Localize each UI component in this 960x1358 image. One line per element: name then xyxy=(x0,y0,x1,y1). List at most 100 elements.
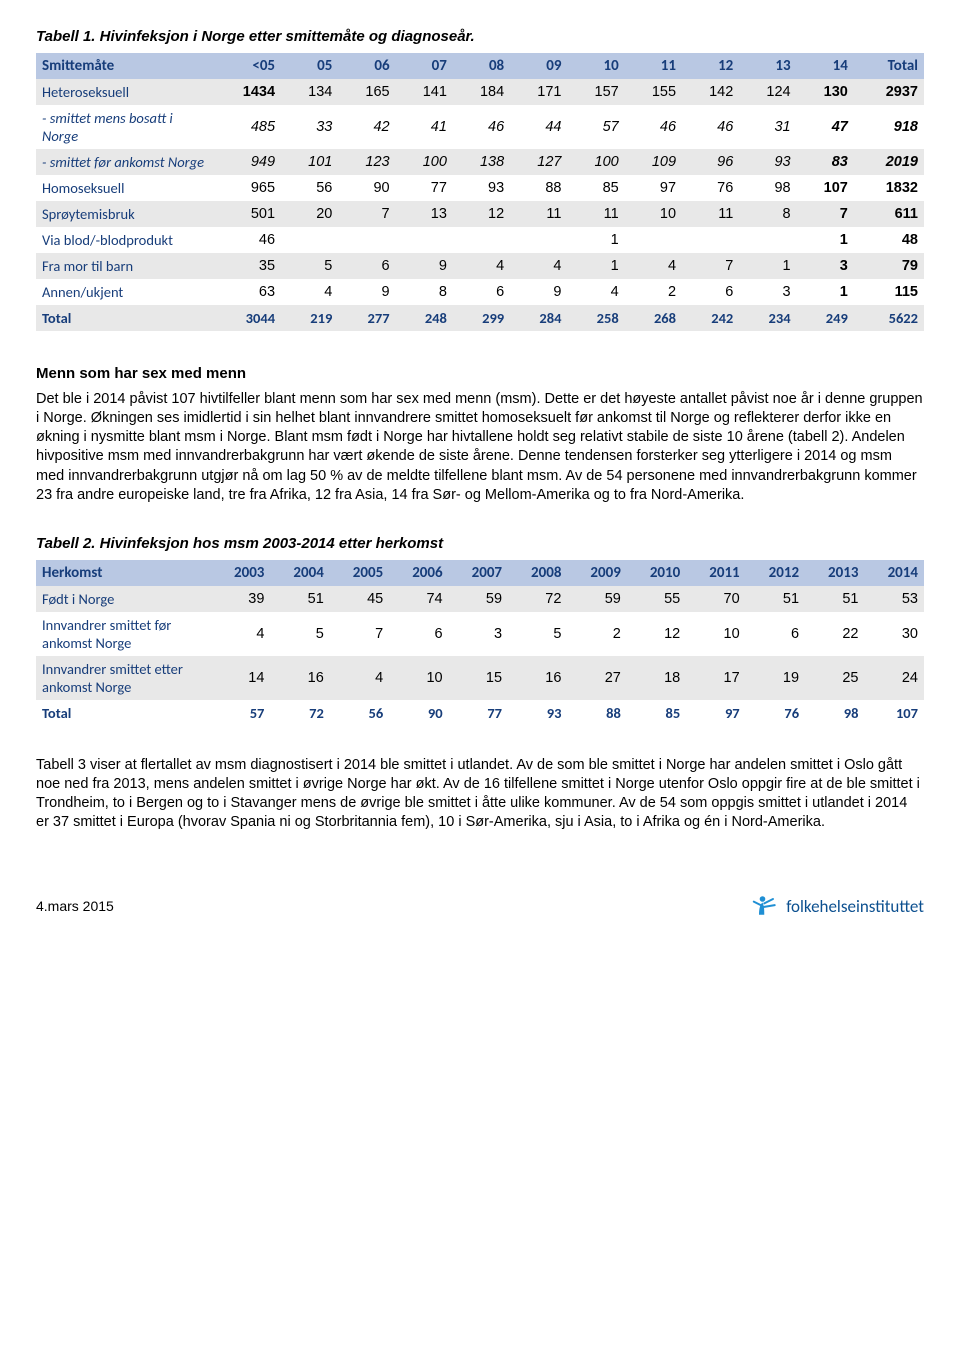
cell: 57 xyxy=(211,700,270,726)
row-label: Heteroseksuell xyxy=(36,79,211,105)
row-label: Sprøytemisbruk xyxy=(36,201,211,227)
cell: 100 xyxy=(396,149,453,175)
table-row: Innvandrer smittet etter ankomst Norge14… xyxy=(36,656,924,700)
cell: 485 xyxy=(211,105,281,149)
cell: 1 xyxy=(739,253,796,279)
cell: 157 xyxy=(567,79,624,105)
col-header: 05 xyxy=(281,53,338,79)
cell: 56 xyxy=(281,175,338,201)
cell: 242 xyxy=(682,305,739,331)
row-label: Født i Norge xyxy=(36,586,211,612)
cell: 97 xyxy=(625,175,682,201)
cell: 97 xyxy=(686,700,745,726)
cell: 63 xyxy=(211,279,281,305)
row-label: Total xyxy=(36,700,211,726)
cell: 965 xyxy=(211,175,281,201)
col-header: 2005 xyxy=(330,560,389,586)
footer-date: 4.mars 2015 xyxy=(36,898,114,914)
cell: 4 xyxy=(625,253,682,279)
cell: 24 xyxy=(864,656,924,700)
cell: 74 xyxy=(389,586,448,612)
col-header-label: Herkomst xyxy=(36,560,211,586)
cell: 83 xyxy=(797,149,854,175)
col-header: 09 xyxy=(510,53,567,79)
cell: 51 xyxy=(746,586,805,612)
cell: 258 xyxy=(567,305,624,331)
cell: 93 xyxy=(739,149,796,175)
row-label: Via blod/-blodprodukt xyxy=(36,227,211,253)
cell: 6 xyxy=(389,612,448,656)
cell: 25 xyxy=(805,656,864,700)
col-header: Total xyxy=(854,53,924,79)
cell: 9 xyxy=(510,279,567,305)
cell: 12 xyxy=(453,201,510,227)
cell: 2019 xyxy=(854,149,924,175)
table2-caption: Tabell 2. Hivinfeksjon hos msm 2003-2014… xyxy=(36,535,924,552)
cell: 11 xyxy=(510,201,567,227)
cell: 16 xyxy=(270,656,329,700)
table-row: Sprøytemisbruk50120713121111101187611 xyxy=(36,201,924,227)
table1-caption: Tabell 1. Hivinfeksjon i Norge etter smi… xyxy=(36,28,924,45)
cell: 18 xyxy=(627,656,686,700)
cell: 4 xyxy=(211,612,270,656)
fhi-icon xyxy=(752,892,780,920)
page-footer: 4.mars 2015 folkehelseinstituttet xyxy=(36,892,924,920)
cell: 14 xyxy=(211,656,270,700)
row-label: - smittet før ankomst Norge xyxy=(36,149,211,175)
cell: 19 xyxy=(746,656,805,700)
cell: 100 xyxy=(567,149,624,175)
cell: 107 xyxy=(797,175,854,201)
table-row: Fra mor til barn35569441471379 xyxy=(36,253,924,279)
table1: Smittemåte<0505060708091011121314Total H… xyxy=(36,53,924,331)
cell: 10 xyxy=(686,612,745,656)
cell xyxy=(396,227,453,253)
cell: 56 xyxy=(330,700,389,726)
cell: 130 xyxy=(797,79,854,105)
cell: 918 xyxy=(854,105,924,149)
cell: 268 xyxy=(625,305,682,331)
cell: 46 xyxy=(453,105,510,149)
row-label: Total xyxy=(36,305,211,331)
cell: 7 xyxy=(797,201,854,227)
col-header: 06 xyxy=(338,53,395,79)
cell: 46 xyxy=(682,105,739,149)
cell: 1434 xyxy=(211,79,281,105)
col-header: 12 xyxy=(682,53,739,79)
cell xyxy=(338,227,395,253)
cell: 611 xyxy=(854,201,924,227)
col-header: 2009 xyxy=(567,560,626,586)
para-table3-intro: Tabell 3 viser at flertallet av msm diag… xyxy=(36,756,924,833)
cell: 72 xyxy=(508,586,567,612)
cell: 6 xyxy=(746,612,805,656)
cell: 4 xyxy=(281,279,338,305)
col-header: 14 xyxy=(797,53,854,79)
cell: 42 xyxy=(338,105,395,149)
cell: 51 xyxy=(805,586,864,612)
table2: Herkomst20032004200520062007200820092010… xyxy=(36,560,924,726)
cell xyxy=(453,227,510,253)
section-heading-msm: Menn som har sex med menn xyxy=(36,365,924,382)
cell: 31 xyxy=(739,105,796,149)
cell: 7 xyxy=(682,253,739,279)
col-header: 2014 xyxy=(864,560,924,586)
cell: 88 xyxy=(510,175,567,201)
col-header: 13 xyxy=(739,53,796,79)
cell: 33 xyxy=(281,105,338,149)
cell: 98 xyxy=(805,700,864,726)
cell: 3044 xyxy=(211,305,281,331)
cell: 4 xyxy=(453,253,510,279)
col-header: <05 xyxy=(211,53,281,79)
cell xyxy=(510,227,567,253)
cell: 234 xyxy=(739,305,796,331)
cell: 17 xyxy=(686,656,745,700)
col-header: 2010 xyxy=(627,560,686,586)
cell: 4 xyxy=(567,279,624,305)
cell: 142 xyxy=(682,79,739,105)
cell: 35 xyxy=(211,253,281,279)
col-header-label: Smittemåte xyxy=(36,53,211,79)
cell: 9 xyxy=(396,253,453,279)
cell: 219 xyxy=(281,305,338,331)
row-label: Fra mor til barn xyxy=(36,253,211,279)
col-header: 2007 xyxy=(449,560,508,586)
cell: 3 xyxy=(449,612,508,656)
